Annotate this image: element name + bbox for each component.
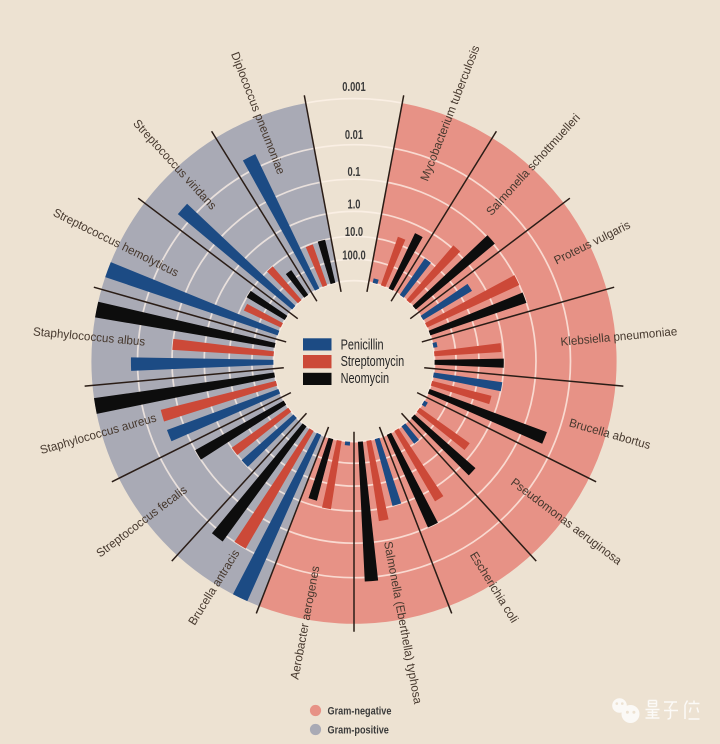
svg-text:1.0: 1.0 [347, 197, 360, 212]
svg-text:Gram-positive: Gram-positive [328, 724, 389, 736]
svg-text:Penicillin: Penicillin [341, 337, 384, 353]
svg-text:0.001: 0.001 [342, 79, 365, 94]
svg-text:0.01: 0.01 [345, 127, 363, 142]
svg-text:100.0: 100.0 [342, 248, 365, 263]
svg-text:0.1: 0.1 [347, 164, 360, 179]
svg-text:Gram-negative: Gram-negative [328, 705, 392, 717]
svg-text:Streptomycin: Streptomycin [341, 354, 405, 370]
svg-text:Neomycin: Neomycin [341, 371, 389, 387]
svg-text:10.0: 10.0 [345, 224, 363, 239]
